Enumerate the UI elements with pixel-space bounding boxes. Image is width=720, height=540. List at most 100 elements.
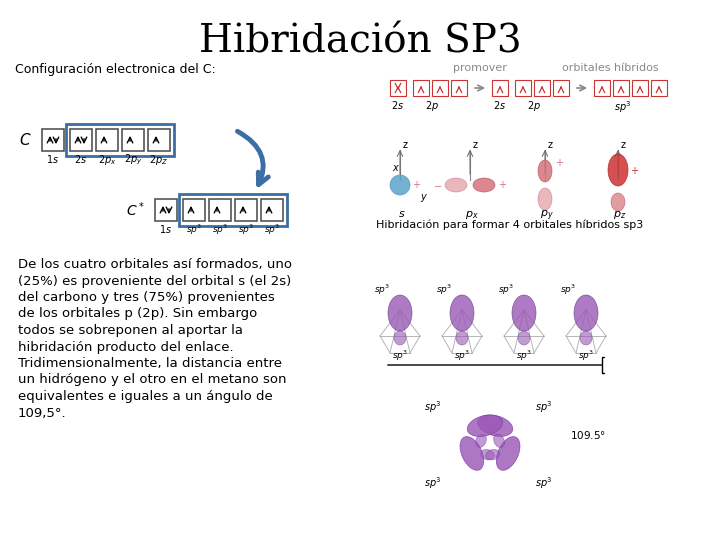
Ellipse shape [473, 178, 495, 192]
Text: $sp^3$: $sp^3$ [186, 223, 202, 238]
Ellipse shape [486, 449, 500, 460]
Bar [432, 80, 448, 96]
Text: $sp^3$: $sp^3$ [425, 475, 442, 491]
Bar [515, 80, 531, 96]
Bar [651, 80, 667, 96]
Text: $+$: $+$ [555, 158, 564, 168]
Text: $sp^3$: $sp^3$ [560, 283, 576, 297]
Text: todos se sobreponen al aportar la: todos se sobreponen al aportar la [18, 324, 243, 337]
Ellipse shape [611, 193, 625, 211]
Text: $sp^3$: $sp^3$ [578, 349, 594, 363]
Text: $2s$: $2s$ [493, 99, 507, 111]
Text: $2s$: $2s$ [392, 99, 405, 111]
Text: $C^*$: $C^*$ [126, 201, 145, 219]
Text: $1s$: $1s$ [159, 223, 173, 235]
Bar [148, 129, 170, 151]
Text: $sp^3$: $sp^3$ [212, 223, 228, 238]
Text: un hidrógeno y el otro en el metano son: un hidrógeno y el otro en el metano son [18, 374, 287, 387]
Text: $sp^3$: $sp^3$ [498, 283, 514, 297]
Bar [451, 80, 467, 96]
Text: equivalentes e iguales a un ángulo de: equivalentes e iguales a un ángulo de [18, 390, 273, 403]
Text: $x$: $x$ [392, 163, 400, 173]
Ellipse shape [512, 295, 536, 331]
Text: promover: promover [453, 63, 507, 73]
Text: $+$: $+$ [498, 179, 507, 191]
Text: z: z [403, 140, 408, 150]
Ellipse shape [518, 331, 530, 345]
Bar [70, 129, 92, 151]
Text: orbitales híbridos: orbitales híbridos [562, 63, 658, 73]
Text: $p_y$: $p_y$ [540, 209, 554, 224]
Ellipse shape [477, 415, 513, 436]
Ellipse shape [390, 175, 410, 195]
Ellipse shape [467, 415, 503, 436]
Ellipse shape [538, 160, 552, 182]
Text: de los orbitales p (2p). Sin embargo: de los orbitales p (2p). Sin embargo [18, 307, 257, 321]
Ellipse shape [450, 295, 474, 331]
Ellipse shape [460, 437, 484, 470]
Text: $sp^3$: $sp^3$ [425, 399, 442, 415]
Bar [492, 80, 508, 96]
Text: $2p_y$: $2p_y$ [124, 153, 143, 167]
Bar [155, 199, 177, 221]
Bar [66, 124, 174, 156]
Ellipse shape [608, 154, 628, 186]
Text: $109.5°$: $109.5°$ [570, 429, 606, 441]
Ellipse shape [480, 449, 495, 460]
Ellipse shape [394, 331, 406, 345]
Bar [209, 199, 231, 221]
Bar [594, 80, 610, 96]
Text: 109,5°.: 109,5°. [18, 407, 67, 420]
Text: $C$: $C$ [19, 132, 32, 148]
Text: $+$: $+$ [412, 179, 421, 191]
Ellipse shape [494, 434, 505, 448]
Bar [183, 199, 205, 221]
Bar [553, 80, 569, 96]
Text: hibridación producto del enlace.: hibridación producto del enlace. [18, 341, 233, 354]
Text: Configuración electronica del C:: Configuración electronica del C: [15, 64, 216, 77]
Text: $sp^3$: $sp^3$ [238, 223, 254, 238]
Text: $sp^3$: $sp^3$ [613, 99, 631, 115]
Bar [613, 80, 629, 96]
Text: z: z [548, 140, 553, 150]
Text: del carbono y tres (75%) provenientes: del carbono y tres (75%) provenientes [18, 291, 275, 304]
Ellipse shape [388, 295, 412, 331]
Text: (25%) es proveniente del orbital s (el 2s): (25%) es proveniente del orbital s (el 2… [18, 274, 292, 287]
Text: $sp^3$: $sp^3$ [454, 349, 470, 363]
Bar [632, 80, 648, 96]
Text: Hibridación SP3: Hibridación SP3 [199, 24, 521, 60]
Text: $sp^3$: $sp^3$ [264, 223, 280, 238]
Text: $sp^3$: $sp^3$ [436, 283, 452, 297]
Bar [534, 80, 550, 96]
Ellipse shape [580, 331, 592, 345]
Ellipse shape [538, 188, 552, 210]
Text: z: z [621, 140, 626, 150]
Ellipse shape [475, 434, 486, 448]
Text: $p_z$: $p_z$ [613, 209, 626, 221]
Text: $sp^3$: $sp^3$ [392, 349, 408, 363]
Bar [261, 199, 283, 221]
Text: $s$: $s$ [398, 209, 406, 219]
Text: $sp^3$: $sp^3$ [374, 283, 390, 297]
Bar [413, 80, 429, 96]
Text: $y$: $y$ [420, 192, 428, 204]
Text: $2p$: $2p$ [425, 99, 439, 113]
Bar [96, 129, 118, 151]
Text: $sp^3$: $sp^3$ [535, 399, 552, 415]
Text: Hibridación para formar 4 orbitales híbridos sp3: Hibridación para formar 4 orbitales híbr… [377, 220, 644, 230]
Bar [179, 194, 287, 226]
Text: $2s$: $2s$ [74, 153, 88, 165]
Text: $2p_x$: $2p_x$ [98, 153, 116, 167]
Text: $1s$: $1s$ [47, 153, 60, 165]
Text: De los cuatro orbitales así formados, uno: De los cuatro orbitales así formados, un… [18, 258, 292, 271]
Ellipse shape [574, 295, 598, 331]
Text: $-$: $-$ [433, 180, 442, 190]
Text: $p_x$: $p_x$ [465, 209, 479, 221]
Ellipse shape [445, 178, 467, 192]
Text: $2p_Z$: $2p_Z$ [150, 153, 168, 167]
Ellipse shape [496, 437, 520, 470]
Text: $+$: $+$ [630, 165, 639, 176]
Text: z: z [473, 140, 478, 150]
Text: Tridimensionalmente, la distancia entre: Tridimensionalmente, la distancia entre [18, 357, 282, 370]
Ellipse shape [456, 331, 468, 345]
